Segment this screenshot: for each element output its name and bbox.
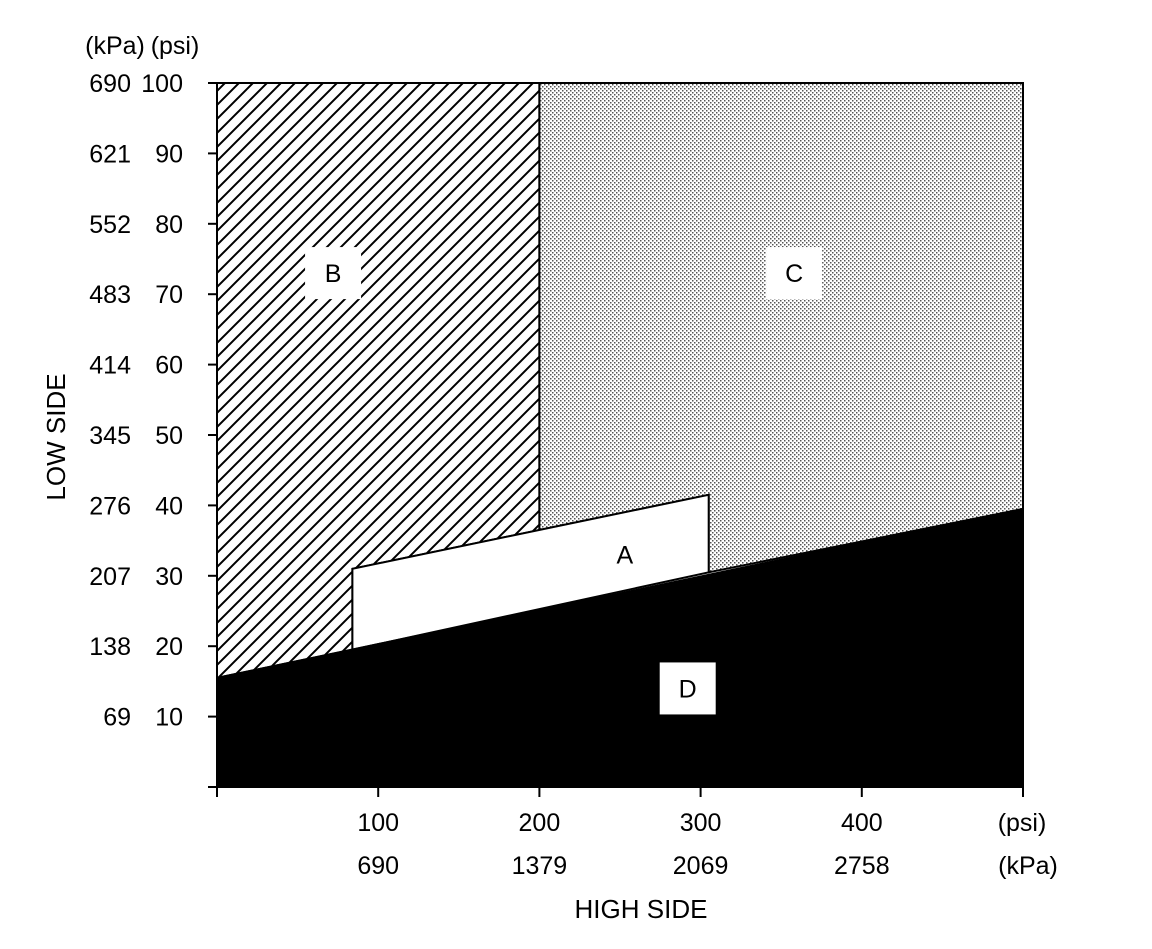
x-tick-label-psi: 200: [519, 809, 561, 837]
y-tick-label-kpa: 138: [89, 633, 131, 661]
axes-layer: 10 69 20 138 30 207 40 276 50 345 60 414 70 483 80 552 9…: [41, 32, 1058, 924]
y-tick-label-kpa: 345: [89, 422, 131, 450]
y-tick-label-kpa: 621: [89, 140, 131, 168]
y-tick-label-kpa: 483: [89, 281, 131, 309]
y-tick-label-psi: 50: [155, 422, 183, 450]
y-tick-label-psi: 70: [155, 281, 183, 309]
x-unit-psi: (psi): [998, 809, 1047, 837]
x-axis-title: HIGH SIDE: [575, 894, 708, 924]
labels-layer: B C A D: [305, 247, 823, 715]
y-tick-label-psi: 80: [155, 211, 183, 239]
region-label-box-d: [659, 662, 716, 715]
y-tick-label-psi: 90: [155, 140, 183, 168]
y-tick-label-psi: 20: [155, 633, 183, 661]
x-tick-label-kpa: 690: [357, 852, 399, 880]
x-unit-kpa: (kPa): [998, 852, 1058, 880]
y-tick-label-kpa: 690: [89, 70, 131, 98]
x-tick-label-kpa: 2758: [834, 852, 890, 880]
region-label-d: D: [679, 675, 697, 703]
y-tick-label-kpa: 276: [89, 492, 131, 520]
y-tick-label-psi: 60: [155, 352, 183, 380]
region-a: [351, 493, 710, 651]
x-tick-label-psi: 400: [841, 809, 883, 837]
x-tick-label-psi: 300: [680, 809, 722, 837]
y-tick-label-psi: 40: [155, 492, 183, 520]
x-tick-label-kpa: 1379: [512, 852, 568, 880]
region-label-box-c: [766, 247, 823, 300]
x-tick-label-kpa: 2069: [673, 852, 729, 880]
y-tick-label-kpa: 207: [89, 563, 131, 591]
region-label-c: C: [785, 260, 803, 288]
y-tick-label-psi: 100: [141, 70, 183, 98]
y-tick-label-kpa: 552: [89, 211, 131, 239]
y-tick-label-psi: 30: [155, 563, 183, 591]
region-c: [538, 82, 1024, 574]
x-tick-label-psi: 100: [357, 809, 399, 837]
y-axis-title: LOW SIDE: [41, 373, 71, 500]
y-tick-label-kpa: 69: [103, 704, 131, 732]
region-label-box-b: [305, 247, 362, 300]
region-label-b: B: [325, 260, 342, 288]
y-unit-kpa: (kPa): [85, 32, 145, 60]
regions-layer: [216, 82, 1024, 788]
y-tick-label-kpa: 414: [89, 352, 131, 380]
y-unit-psi: (psi): [151, 32, 200, 60]
region-label-a: A: [616, 542, 633, 570]
y-tick-label-psi: 10: [155, 704, 183, 732]
